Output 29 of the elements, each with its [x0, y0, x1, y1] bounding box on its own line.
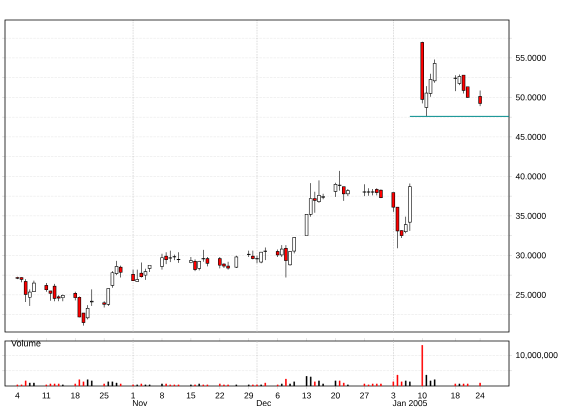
y-tick-label: 55.0000	[516, 54, 546, 61]
ref-line-label: Dec	[256, 400, 272, 406]
x-tick-label: 11	[42, 392, 50, 398]
x-tick-label: 10	[418, 392, 427, 398]
x-tick-label: 18	[71, 392, 80, 398]
y-tick-label: 35.0000	[516, 212, 546, 219]
x-tick-label: 4	[15, 392, 20, 398]
x-tick-label: 24	[476, 392, 485, 398]
x-tick-label: 29	[244, 392, 254, 398]
x-tick-label: 13	[302, 392, 311, 398]
x-tick-label: 6	[276, 392, 280, 398]
y-tick-label: 25.0000	[516, 292, 546, 298]
x-tick-label: 18	[451, 392, 460, 398]
x-tick-label: 22	[216, 392, 224, 398]
y-tick-label: 10,000,000	[516, 352, 558, 360]
ref-line-label: Jan 2005	[392, 400, 428, 406]
y-tick-label: 50.0000	[516, 94, 546, 100]
y-tick-label: 45.0000	[516, 134, 546, 140]
x-tick-label: 3	[391, 392, 396, 398]
chart-title: Volume	[11, 340, 41, 346]
x-tick-label: 25	[100, 392, 109, 398]
x-tick-label: 27	[360, 392, 369, 398]
ref-line-label: Nov	[132, 400, 148, 406]
y-tick-label: 30.0000	[516, 252, 546, 258]
y-tick-label: 40.0000	[516, 173, 546, 180]
x-tick-label: 1	[131, 392, 136, 398]
x-tick-label: 15	[186, 392, 196, 398]
x-tick-label: 8	[160, 392, 164, 398]
x-tick-label: 20	[331, 392, 340, 398]
